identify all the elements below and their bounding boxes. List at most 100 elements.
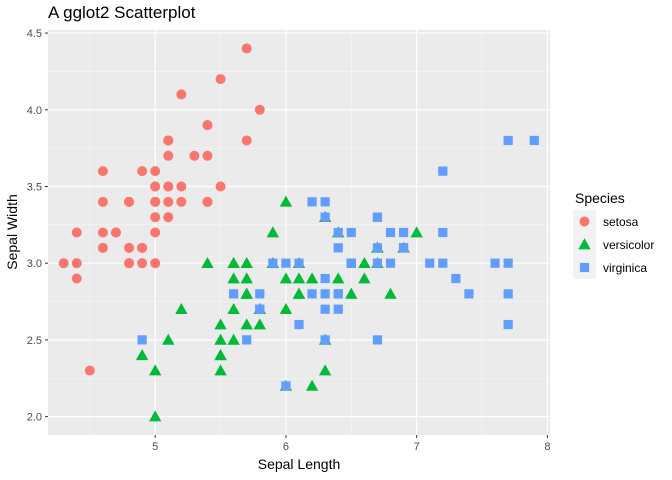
setosa-point xyxy=(163,181,174,192)
setosa-point xyxy=(84,365,95,376)
versicolor-point xyxy=(345,287,358,299)
virginica-point xyxy=(438,166,448,176)
virginica-point xyxy=(268,258,278,268)
virginica-point xyxy=(333,289,343,299)
versicolor-point xyxy=(279,303,293,315)
virginica-point xyxy=(398,227,409,238)
legend-key-setosa xyxy=(579,216,590,227)
versicolor-point xyxy=(214,364,227,376)
virginica-point xyxy=(333,304,343,314)
setosa-point xyxy=(97,196,108,207)
setosa-point xyxy=(202,150,213,161)
x-tick-label: 6 xyxy=(283,441,289,453)
virginica-point xyxy=(372,335,383,345)
virginica-point xyxy=(425,258,435,268)
virginica-point xyxy=(281,381,291,391)
versicolor-point xyxy=(240,272,253,284)
y-axis: 2.0 2.5 3.0 3.5 4.0 4.5 xyxy=(27,28,48,424)
legend-label-setosa: setosa xyxy=(603,215,639,229)
y-axis-title: Sepal Width xyxy=(4,194,20,269)
virginica-point xyxy=(294,258,304,268)
virginica-point xyxy=(320,304,330,314)
virginica-point xyxy=(529,135,539,146)
chart-title: A gglot2 Scatterplot xyxy=(48,3,196,22)
setosa-point xyxy=(58,258,69,269)
virginica-point xyxy=(137,335,147,345)
versicolor-point xyxy=(201,256,214,269)
minor-gridlines xyxy=(48,30,550,435)
versicolor-point xyxy=(135,349,149,361)
x-tick-label: 7 xyxy=(414,441,420,453)
virginica-point xyxy=(490,258,500,268)
versicolor-point xyxy=(266,226,280,238)
setosa-point xyxy=(124,258,135,269)
setosa-point xyxy=(215,74,226,85)
setosa-point xyxy=(150,212,161,223)
setosa-point xyxy=(124,196,135,207)
virginica-point xyxy=(320,289,330,299)
versicolor-point xyxy=(279,272,293,284)
versicolor-point xyxy=(240,287,253,299)
virginica-point xyxy=(320,212,330,222)
legend-label-versicolor: versicolor xyxy=(603,238,654,252)
setosa-point xyxy=(163,212,174,223)
y-tick-label: 3.0 xyxy=(27,258,42,270)
virginica-point xyxy=(255,289,265,299)
y-tick-label: 3.5 xyxy=(27,181,42,193)
virginica-point xyxy=(333,227,343,238)
virginica-point xyxy=(307,197,317,207)
setosa-point xyxy=(176,89,187,100)
virginica-point xyxy=(503,319,513,330)
virginica-point xyxy=(451,273,461,284)
virginica-point xyxy=(320,197,330,207)
setosa-point xyxy=(150,227,161,238)
virginica-point xyxy=(398,243,409,253)
versicolor-point xyxy=(292,272,306,284)
virginica-point xyxy=(307,289,317,299)
versicolor-point xyxy=(227,303,240,315)
setosa-point xyxy=(97,242,108,253)
versicolor-point xyxy=(162,333,175,345)
versicolor-point xyxy=(240,256,253,269)
setosa-point xyxy=(71,227,82,238)
virginica-point xyxy=(281,258,291,268)
y-tick-label: 4.5 xyxy=(27,28,42,40)
setosa-point xyxy=(97,227,108,238)
setosa-point xyxy=(71,273,82,284)
versicolor-point xyxy=(410,226,423,238)
virginica-point xyxy=(372,258,383,268)
setosa-point xyxy=(137,258,148,269)
versicolor-point xyxy=(227,256,240,269)
versicolor-point xyxy=(148,364,162,376)
versicolor-point xyxy=(279,195,293,207)
virginica-point xyxy=(255,304,265,314)
setosa-point xyxy=(176,181,187,192)
setosa-point xyxy=(241,135,252,146)
legend-title: Species xyxy=(575,190,625,206)
x-tick-label: 8 xyxy=(544,441,550,453)
y-tick-label: 2.5 xyxy=(27,335,42,347)
versicolor-point xyxy=(384,287,397,299)
virginica-point xyxy=(372,243,383,253)
virginica-point xyxy=(242,335,252,345)
versicolor-point xyxy=(292,287,306,299)
setosa-point xyxy=(124,242,135,253)
major-gridlines xyxy=(48,30,550,435)
versicolor-point xyxy=(253,318,266,330)
x-tick-label: 5 xyxy=(152,441,158,453)
virginica-point xyxy=(346,227,356,238)
versicolor-point xyxy=(148,410,162,422)
versicolor-point xyxy=(227,272,240,284)
y-tick-label: 2.0 xyxy=(27,412,42,424)
setosa-point xyxy=(189,150,200,161)
virginica-point xyxy=(372,212,383,222)
setosa-point xyxy=(110,227,121,238)
setosa-point xyxy=(163,196,174,207)
virginica-point xyxy=(385,227,396,238)
virginica-point xyxy=(320,273,330,284)
versicolor-point xyxy=(358,272,371,284)
x-axis: 5 6 7 8 xyxy=(152,435,550,453)
virginica-point xyxy=(320,335,330,345)
legend: Species setosa versicolor virginica xyxy=(573,190,654,279)
